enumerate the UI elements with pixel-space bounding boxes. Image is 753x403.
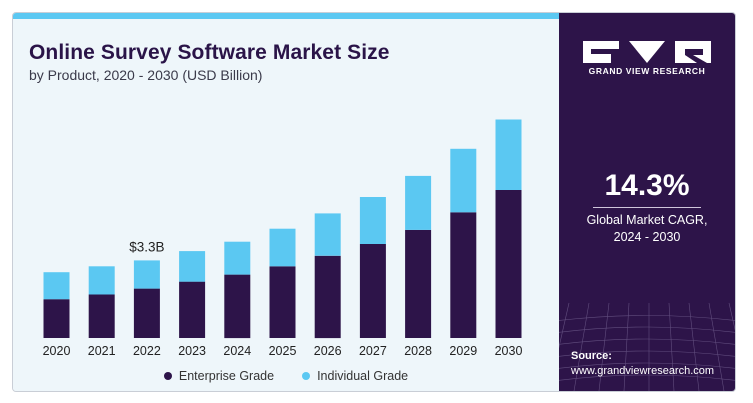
- legend-item-individual: Individual Grade: [302, 369, 408, 383]
- bar-enterprise-2029: [450, 212, 477, 338]
- legend-label-individual: Individual Grade: [317, 369, 409, 383]
- bar-enterprise-2027: [359, 244, 386, 338]
- x-tick-label-2026: 2026: [314, 344, 342, 358]
- x-tick-label-2022: 2022: [133, 344, 161, 358]
- bar-individual-2020: [43, 272, 70, 300]
- x-tick-label-2025: 2025: [269, 344, 297, 358]
- decorative-grid: [559, 302, 735, 391]
- info-sidebar: GRAND VIEW RESEARCH 14.3% Global Market …: [559, 13, 735, 391]
- bar-individual-2021: [88, 266, 115, 295]
- legend-label-enterprise: Enterprise Grade: [178, 369, 275, 383]
- bar-enterprise-2023: [179, 281, 206, 338]
- legend-swatch-enterprise: [163, 372, 172, 380]
- bar-enterprise-2022: [133, 288, 160, 338]
- x-tick-label-2020: 2020: [43, 344, 71, 358]
- brand-name: GRAND VIEW RESEARCH: [588, 66, 706, 76]
- bar-individual-2028: [405, 175, 432, 230]
- chart-legend: Enterprise Grade Individual Grade: [13, 369, 559, 383]
- bar-enterprise-2025: [269, 266, 296, 338]
- bar-enterprise-2030: [495, 190, 522, 338]
- legend-item-enterprise: Enterprise Grade: [163, 369, 275, 383]
- bar-individual-2023: [179, 251, 206, 282]
- bar-individual-2022: [133, 260, 160, 289]
- x-tick-label-2024: 2024: [223, 344, 251, 358]
- bar-individual-2024: [224, 241, 251, 275]
- bar-individual-2027: [359, 197, 386, 244]
- gvr-logo-icon: [583, 41, 711, 63]
- cagr-label-line2: 2024 - 2030: [613, 230, 681, 244]
- bar-individual-2030: [495, 119, 522, 190]
- source-label: Source:: [571, 350, 612, 362]
- bar-enterprise-2028: [405, 229, 432, 338]
- chart-card: Online Survey Software Market Size by Pr…: [12, 12, 736, 392]
- x-tick-label-2030: 2030: [495, 344, 523, 358]
- cagr-label-line1: Global Market CAGR,: [586, 213, 708, 227]
- x-tick-label-2023: 2023: [178, 344, 206, 358]
- cagr-label: Global Market CAGR, 2024 - 2030: [559, 212, 735, 246]
- x-tick-label-2027: 2027: [359, 344, 387, 358]
- bar-individual-2026: [314, 213, 341, 256]
- bar-enterprise-2020: [43, 299, 70, 338]
- chart-title: Online Survey Software Market Size: [29, 41, 390, 64]
- legend-swatch-individual: [302, 372, 311, 380]
- data-label-2022: $3.3B: [129, 239, 164, 254]
- chart-subtitle: by Product, 2020 - 2030 (USD Billion): [29, 67, 263, 83]
- cagr-value: 14.3%: [604, 169, 690, 202]
- x-tick-label-2021: 2021: [88, 344, 116, 358]
- chart-panel: Online Survey Software Market Size by Pr…: [13, 19, 559, 391]
- bar-individual-2029: [450, 148, 477, 213]
- bar-enterprise-2026: [314, 255, 341, 339]
- accent-bar: [13, 13, 559, 19]
- source-url: www.grandviewresearch.com: [571, 365, 715, 377]
- bar-individual-2025: [269, 228, 296, 267]
- bar-enterprise-2021: [88, 294, 115, 338]
- bar-enterprise-2024: [224, 274, 251, 339]
- x-tick-label-2028: 2028: [404, 344, 432, 358]
- x-tick-label-2029: 2029: [449, 344, 477, 358]
- bar-chart: 2020 2021 2022 2023 2024 2025 2026 2027 2028 2029…: [43, 119, 523, 358]
- cagr-divider: [593, 207, 701, 208]
